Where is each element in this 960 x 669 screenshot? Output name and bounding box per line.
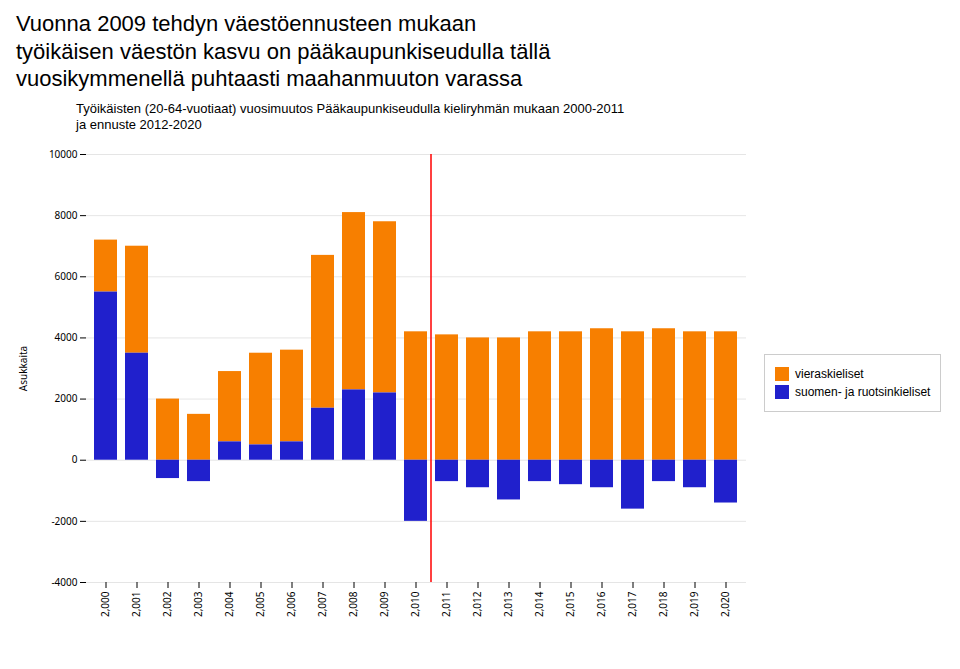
svg-text:4000: 4000 [55,330,78,344]
svg-text:2,007: 2,007 [315,592,329,618]
html-text:vieraskieliset: vieraskieliset [795,367,864,382]
svg-text:-2000: -2000 [51,514,77,528]
html-text:Työikäisten (20-64-vuotiaat) v: Työikäisten (20-64-vuotiaat) vuosimuutos… [76,100,625,133]
svg-text:2,006: 2,006 [284,592,298,618]
svg-text:2,018: 2,018 [656,592,670,618]
svg-text:8000: 8000 [55,208,78,222]
svg-text:2,016: 2,016 [594,592,608,618]
svg-text:2,014: 2,014 [532,592,546,618]
svg-text:2,010: 2,010 [408,592,422,618]
svg-text:10000: 10000 [49,147,78,161]
svg-text:2,013: 2,013 [501,592,515,618]
svg-text:2,011: 2,011 [439,592,453,618]
svg-text:6000: 6000 [55,269,78,283]
svg-text:2,008: 2,008 [346,592,360,618]
html-text:Vuonna 2009 tehdyn väestöennus: Vuonna 2009 tehdyn väestöennusteen mukaa… [16,11,551,91]
svg-text:0: 0 [72,453,78,467]
svg-text:2,005: 2,005 [253,592,267,618]
svg-text:2,020: 2,020 [718,592,732,618]
svg-text:2,000: 2,000 [98,592,112,618]
svg-text:2,019: 2,019 [687,592,701,618]
svg-text:2,017: 2,017 [625,592,639,618]
svg-text:2,001: 2,001 [129,592,143,618]
svg-text:2,009: 2,009 [377,592,391,618]
svg-text:2,015: 2,015 [563,592,577,618]
svg-text:2000: 2000 [55,392,78,406]
svg-text:2,003: 2,003 [191,592,205,618]
svg-text:-4000: -4000 [51,575,77,589]
svg-text:2,004: 2,004 [222,592,236,618]
svg-text:2,012: 2,012 [470,592,484,618]
svg-text:2,002: 2,002 [160,592,174,618]
html-text:suomen- ja ruotsinkieliset: suomen- ja ruotsinkieliset [795,385,931,400]
svg-text:Asukkaita: Asukkaita [16,346,30,391]
